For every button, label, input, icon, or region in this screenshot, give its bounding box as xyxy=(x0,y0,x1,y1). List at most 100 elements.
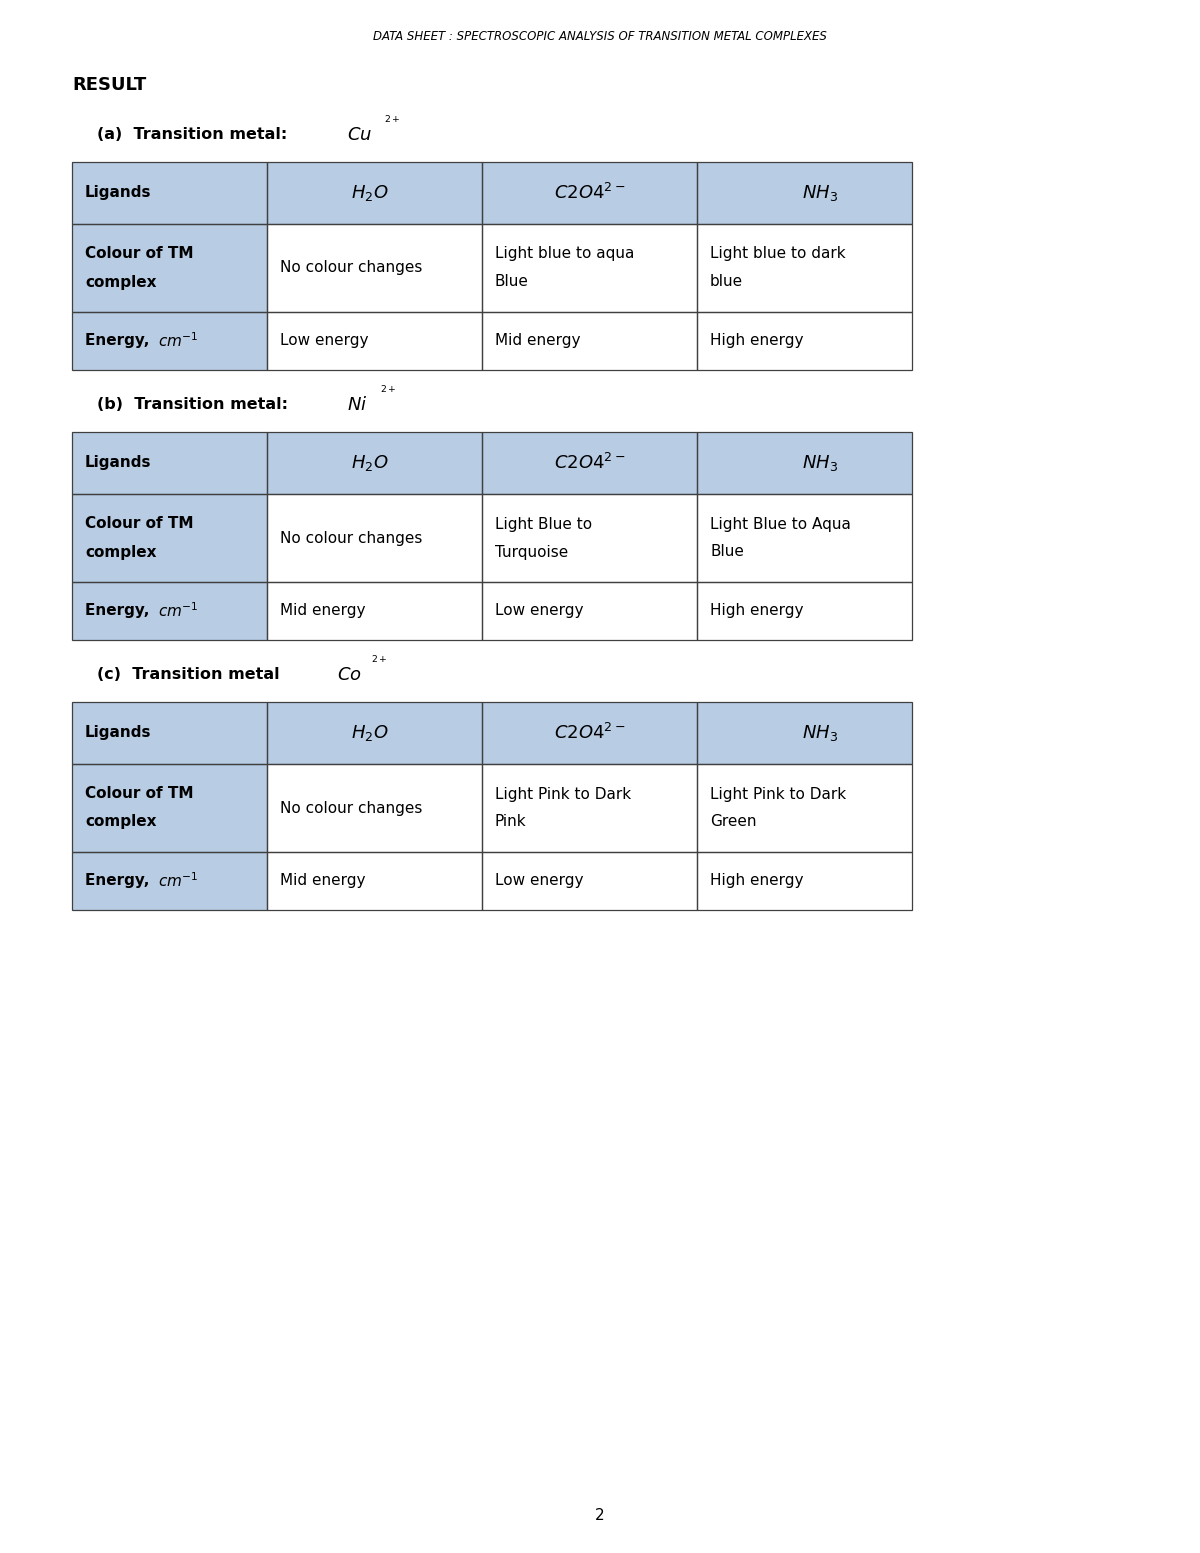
Bar xyxy=(266,702,482,764)
Text: High energy: High energy xyxy=(710,604,804,618)
Text: Light Pink to Dark: Light Pink to Dark xyxy=(710,786,846,801)
Bar xyxy=(72,162,266,224)
Text: High energy: High energy xyxy=(710,873,804,888)
Bar xyxy=(482,764,697,853)
Text: Low energy: Low energy xyxy=(496,873,583,888)
Bar xyxy=(482,432,697,494)
Bar xyxy=(266,702,482,764)
Bar xyxy=(482,432,697,494)
Text: High energy: High energy xyxy=(710,334,804,348)
Bar xyxy=(72,702,266,764)
Text: Light blue to aqua: Light blue to aqua xyxy=(496,247,635,261)
Bar xyxy=(266,432,482,494)
Bar xyxy=(697,764,912,853)
Bar xyxy=(482,312,697,370)
Text: Light Blue to Aqua: Light Blue to Aqua xyxy=(710,517,851,531)
Bar xyxy=(72,702,266,764)
Text: Light Blue to: Light Blue to xyxy=(496,517,592,531)
Bar xyxy=(482,702,697,764)
Bar xyxy=(697,853,912,910)
Bar xyxy=(72,582,266,640)
Text: $cm^{-1}$: $cm^{-1}$ xyxy=(158,601,199,620)
Text: $^{2+}$: $^{2+}$ xyxy=(371,655,388,668)
Bar xyxy=(72,853,266,910)
Bar xyxy=(266,224,482,312)
Text: Energy,: Energy, xyxy=(85,334,155,348)
Bar xyxy=(266,764,482,853)
Bar xyxy=(482,853,697,910)
Bar xyxy=(72,494,266,582)
Text: complex: complex xyxy=(85,275,156,289)
Bar xyxy=(697,224,912,312)
Bar xyxy=(266,432,482,494)
Bar xyxy=(697,312,912,370)
Bar xyxy=(266,764,482,853)
Bar xyxy=(697,432,912,494)
Text: Mid energy: Mid energy xyxy=(280,873,366,888)
Bar xyxy=(482,312,697,370)
Text: blue: blue xyxy=(710,275,743,289)
Bar xyxy=(482,764,697,853)
Bar xyxy=(482,702,697,764)
Text: Mid energy: Mid energy xyxy=(496,334,581,348)
Text: Turquoise: Turquoise xyxy=(496,545,569,559)
Bar xyxy=(482,224,697,312)
Text: $Cu$: $Cu$ xyxy=(347,126,372,144)
Text: $C2O4^{2-}$: $C2O4^{2-}$ xyxy=(553,183,625,203)
Bar xyxy=(482,162,697,224)
Bar xyxy=(72,432,266,494)
Bar xyxy=(72,494,266,582)
Text: Light blue to dark: Light blue to dark xyxy=(710,247,846,261)
Text: $NH_3$: $NH_3$ xyxy=(802,724,838,742)
Bar xyxy=(266,312,482,370)
Bar xyxy=(72,582,266,640)
Bar xyxy=(266,162,482,224)
Bar xyxy=(697,224,912,312)
Text: Blue: Blue xyxy=(710,545,744,559)
Bar xyxy=(72,432,266,494)
Bar xyxy=(266,853,482,910)
Text: $^{2+}$: $^{2+}$ xyxy=(384,115,401,129)
Text: $NH_3$: $NH_3$ xyxy=(802,453,838,474)
Text: $C2O4^{2-}$: $C2O4^{2-}$ xyxy=(553,453,625,474)
Text: $H_2O$: $H_2O$ xyxy=(350,724,389,742)
Text: $C2O4^{2-}$: $C2O4^{2-}$ xyxy=(553,724,625,742)
Bar xyxy=(697,162,912,224)
Bar xyxy=(697,312,912,370)
Text: DATA SHEET : SPECTROSCOPIC ANALYSIS OF TRANSITION METAL COMPLEXES: DATA SHEET : SPECTROSCOPIC ANALYSIS OF T… xyxy=(373,31,827,43)
Bar xyxy=(266,494,482,582)
Text: (b)  Transition metal:: (b) Transition metal: xyxy=(97,398,294,413)
Text: $cm^{-1}$: $cm^{-1}$ xyxy=(158,871,199,890)
Text: Low energy: Low energy xyxy=(496,604,583,618)
Bar xyxy=(697,494,912,582)
Text: RESULT: RESULT xyxy=(72,76,146,95)
Bar xyxy=(697,582,912,640)
Text: No colour changes: No colour changes xyxy=(280,261,422,275)
Bar xyxy=(697,853,912,910)
Bar xyxy=(72,853,266,910)
Bar xyxy=(72,312,266,370)
Text: Colour of TM: Colour of TM xyxy=(85,786,193,801)
Bar xyxy=(697,702,912,764)
Bar xyxy=(72,312,266,370)
Bar xyxy=(697,582,912,640)
Bar xyxy=(482,494,697,582)
Bar xyxy=(482,582,697,640)
Text: Pink: Pink xyxy=(496,814,527,829)
Text: Mid energy: Mid energy xyxy=(280,604,366,618)
Text: No colour changes: No colour changes xyxy=(280,800,422,815)
Text: $NH_3$: $NH_3$ xyxy=(802,183,838,203)
Text: $^{2+}$: $^{2+}$ xyxy=(380,385,396,399)
Bar xyxy=(697,162,912,224)
Bar xyxy=(482,162,697,224)
Bar xyxy=(482,494,697,582)
Bar xyxy=(266,582,482,640)
Text: $H_2O$: $H_2O$ xyxy=(350,183,389,203)
Bar xyxy=(266,582,482,640)
Text: Colour of TM: Colour of TM xyxy=(85,517,193,531)
Text: Light Pink to Dark: Light Pink to Dark xyxy=(496,786,631,801)
Text: No colour changes: No colour changes xyxy=(280,531,422,545)
Text: Ligands: Ligands xyxy=(85,725,151,741)
Bar xyxy=(266,162,482,224)
Text: Low energy: Low energy xyxy=(280,334,368,348)
